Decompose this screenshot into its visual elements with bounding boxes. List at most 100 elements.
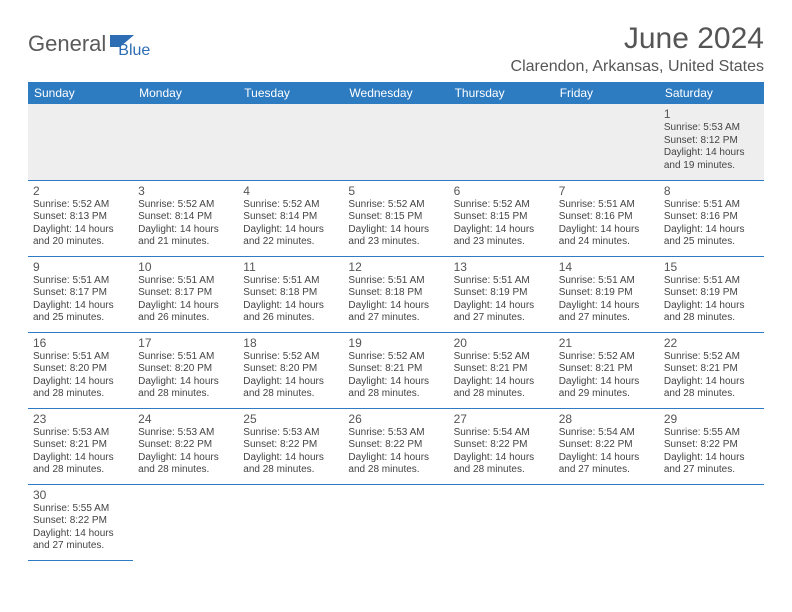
sun-info: and 27 minutes. <box>454 312 549 325</box>
sun-info: Sunset: 8:14 PM <box>243 211 338 224</box>
sun-info: Sunset: 8:21 PM <box>664 363 759 376</box>
sun-info: Daylight: 14 hours <box>138 452 233 465</box>
sun-info: Sunset: 8:14 PM <box>138 211 233 224</box>
day-number: 4 <box>243 184 338 198</box>
calendar-row: 1Sunrise: 5:53 AMSunset: 8:12 PMDaylight… <box>28 104 764 180</box>
calendar-cell: 26Sunrise: 5:53 AMSunset: 8:22 PMDayligh… <box>343 408 448 484</box>
calendar-cell: 18Sunrise: 5:52 AMSunset: 8:20 PMDayligh… <box>238 332 343 408</box>
sun-info: and 28 minutes. <box>243 464 338 477</box>
sun-info: Daylight: 14 hours <box>243 300 338 313</box>
sun-info: and 27 minutes. <box>559 464 654 477</box>
calendar-cell: 19Sunrise: 5:52 AMSunset: 8:21 PMDayligh… <box>343 332 448 408</box>
sun-info: and 27 minutes. <box>664 464 759 477</box>
day-number: 27 <box>454 412 549 426</box>
calendar-cell-empty <box>554 104 659 180</box>
calendar-cell-empty <box>133 104 238 180</box>
day-number: 29 <box>664 412 759 426</box>
sun-info: Sunset: 8:15 PM <box>348 211 443 224</box>
sun-info: Sunrise: 5:51 AM <box>33 351 128 364</box>
day-number: 26 <box>348 412 443 426</box>
calendar-cell: 27Sunrise: 5:54 AMSunset: 8:22 PMDayligh… <box>449 408 554 484</box>
calendar-cell: 12Sunrise: 5:51 AMSunset: 8:18 PMDayligh… <box>343 256 448 332</box>
sun-info: and 27 minutes. <box>348 312 443 325</box>
sun-info: Sunrise: 5:53 AM <box>664 122 759 135</box>
day-header: Tuesday <box>238 82 343 104</box>
month-title: June 2024 <box>511 22 764 56</box>
sun-info: and 22 minutes. <box>243 236 338 249</box>
sun-info: Daylight: 14 hours <box>33 376 128 389</box>
day-number: 21 <box>559 336 654 350</box>
sun-info: Daylight: 14 hours <box>138 224 233 237</box>
sun-info: Sunrise: 5:51 AM <box>559 275 654 288</box>
day-number: 8 <box>664 184 759 198</box>
day-number: 17 <box>138 336 233 350</box>
calendar-cell: 22Sunrise: 5:52 AMSunset: 8:21 PMDayligh… <box>659 332 764 408</box>
sun-info: Sunrise: 5:51 AM <box>664 199 759 212</box>
sun-info: Sunset: 8:21 PM <box>33 439 128 452</box>
day-number: 3 <box>138 184 233 198</box>
day-number: 12 <box>348 260 443 274</box>
sun-info: Sunrise: 5:52 AM <box>559 351 654 364</box>
sun-info: and 27 minutes. <box>559 312 654 325</box>
day-number: 15 <box>664 260 759 274</box>
calendar-cell-empty <box>449 484 554 560</box>
sun-info: and 23 minutes. <box>348 236 443 249</box>
calendar-cell: 14Sunrise: 5:51 AMSunset: 8:19 PMDayligh… <box>554 256 659 332</box>
day-number: 19 <box>348 336 443 350</box>
sun-info: Daylight: 14 hours <box>559 376 654 389</box>
sun-info: Daylight: 14 hours <box>454 376 549 389</box>
calendar-cell-empty <box>659 484 764 560</box>
day-number: 10 <box>138 260 233 274</box>
day-number: 11 <box>243 260 338 274</box>
sun-info: Sunset: 8:20 PM <box>138 363 233 376</box>
calendar-cell-empty <box>28 104 133 180</box>
calendar-cell-empty <box>554 484 659 560</box>
sun-info: Sunrise: 5:52 AM <box>454 351 549 364</box>
sun-info: Sunrise: 5:52 AM <box>348 351 443 364</box>
brand-logo: General Blue <box>28 22 150 60</box>
sun-info: and 26 minutes. <box>243 312 338 325</box>
day-number: 24 <box>138 412 233 426</box>
sun-info: Sunrise: 5:55 AM <box>664 427 759 440</box>
sun-info: Sunset: 8:22 PM <box>664 439 759 452</box>
sun-info: and 28 minutes. <box>33 388 128 401</box>
sun-info: Sunset: 8:19 PM <box>664 287 759 300</box>
sun-info: and 28 minutes. <box>138 388 233 401</box>
header: General Blue June 2024 Clarendon, Arkans… <box>28 22 764 76</box>
sun-info: Sunrise: 5:52 AM <box>243 351 338 364</box>
calendar-cell: 25Sunrise: 5:53 AMSunset: 8:22 PMDayligh… <box>238 408 343 484</box>
calendar-row: 2Sunrise: 5:52 AMSunset: 8:13 PMDaylight… <box>28 180 764 256</box>
sun-info: and 28 minutes. <box>454 464 549 477</box>
day-number: 25 <box>243 412 338 426</box>
sun-info: Sunset: 8:16 PM <box>559 211 654 224</box>
sun-info: Sunset: 8:18 PM <box>243 287 338 300</box>
calendar-cell: 17Sunrise: 5:51 AMSunset: 8:20 PMDayligh… <box>133 332 238 408</box>
day-number: 23 <box>33 412 128 426</box>
sun-info: Daylight: 14 hours <box>454 452 549 465</box>
calendar-cell: 10Sunrise: 5:51 AMSunset: 8:17 PMDayligh… <box>133 256 238 332</box>
calendar-cell-empty <box>449 104 554 180</box>
title-block: June 2024 Clarendon, Arkansas, United St… <box>511 22 764 76</box>
day-number: 14 <box>559 260 654 274</box>
calendar-cell: 4Sunrise: 5:52 AMSunset: 8:14 PMDaylight… <box>238 180 343 256</box>
sun-info: Daylight: 14 hours <box>559 224 654 237</box>
day-header: Wednesday <box>343 82 448 104</box>
sun-info: Sunset: 8:20 PM <box>243 363 338 376</box>
sun-info: and 27 minutes. <box>33 540 128 553</box>
sun-info: Sunset: 8:18 PM <box>348 287 443 300</box>
sun-info: and 24 minutes. <box>559 236 654 249</box>
sun-info: Sunrise: 5:51 AM <box>243 275 338 288</box>
sun-info: Sunset: 8:22 PM <box>559 439 654 452</box>
sun-info: Daylight: 14 hours <box>664 376 759 389</box>
sun-info: and 28 minutes. <box>348 464 443 477</box>
day-number: 9 <box>33 260 128 274</box>
calendar-cell: 5Sunrise: 5:52 AMSunset: 8:15 PMDaylight… <box>343 180 448 256</box>
sun-info: Daylight: 14 hours <box>348 300 443 313</box>
sun-info: Sunrise: 5:51 AM <box>33 275 128 288</box>
day-number: 13 <box>454 260 549 274</box>
sun-info: and 28 minutes. <box>664 312 759 325</box>
day-number: 28 <box>559 412 654 426</box>
calendar-row: 16Sunrise: 5:51 AMSunset: 8:20 PMDayligh… <box>28 332 764 408</box>
sun-info: Daylight: 14 hours <box>348 376 443 389</box>
sun-info: Sunrise: 5:51 AM <box>138 275 233 288</box>
